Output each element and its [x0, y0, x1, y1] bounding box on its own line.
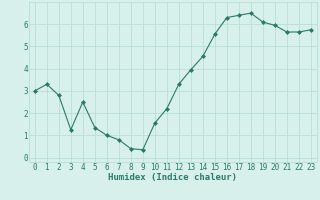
X-axis label: Humidex (Indice chaleur): Humidex (Indice chaleur): [108, 173, 237, 182]
